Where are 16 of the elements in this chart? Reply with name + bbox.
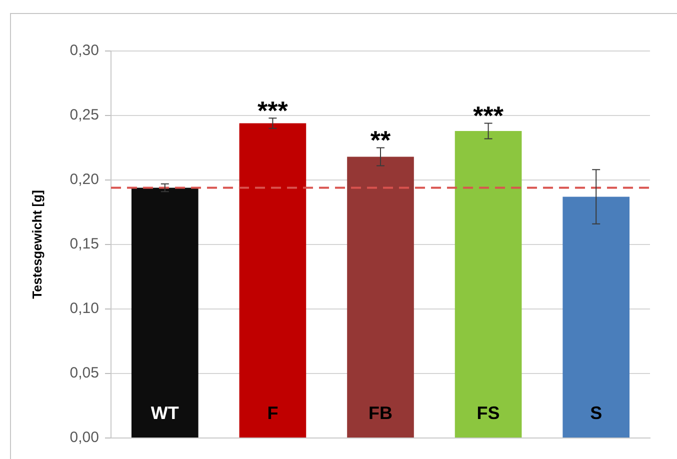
y-axis-title: Testesgewicht [g] — [29, 190, 44, 299]
x-tick-label: FS — [476, 402, 500, 423]
y-tick-label: 0,20 — [70, 171, 99, 188]
y-tick-label: 0,10 — [70, 300, 99, 318]
x-tick-label: F — [267, 402, 278, 423]
y-tick-label: 0,15 — [70, 236, 99, 253]
x-tick-label: S — [590, 402, 602, 423]
y-tick-label: 0,30 — [70, 42, 99, 60]
y-tick-label: 0,00 — [70, 429, 99, 446]
annotation: *** — [473, 100, 504, 130]
x-tick-label: WT — [150, 402, 179, 423]
x-tick-label: FB — [368, 402, 392, 423]
y-tick-label: 0,05 — [70, 364, 99, 382]
annotation: ** — [370, 124, 392, 155]
y-tick-label: 0,25 — [70, 106, 99, 124]
annotation: *** — [258, 95, 289, 126]
